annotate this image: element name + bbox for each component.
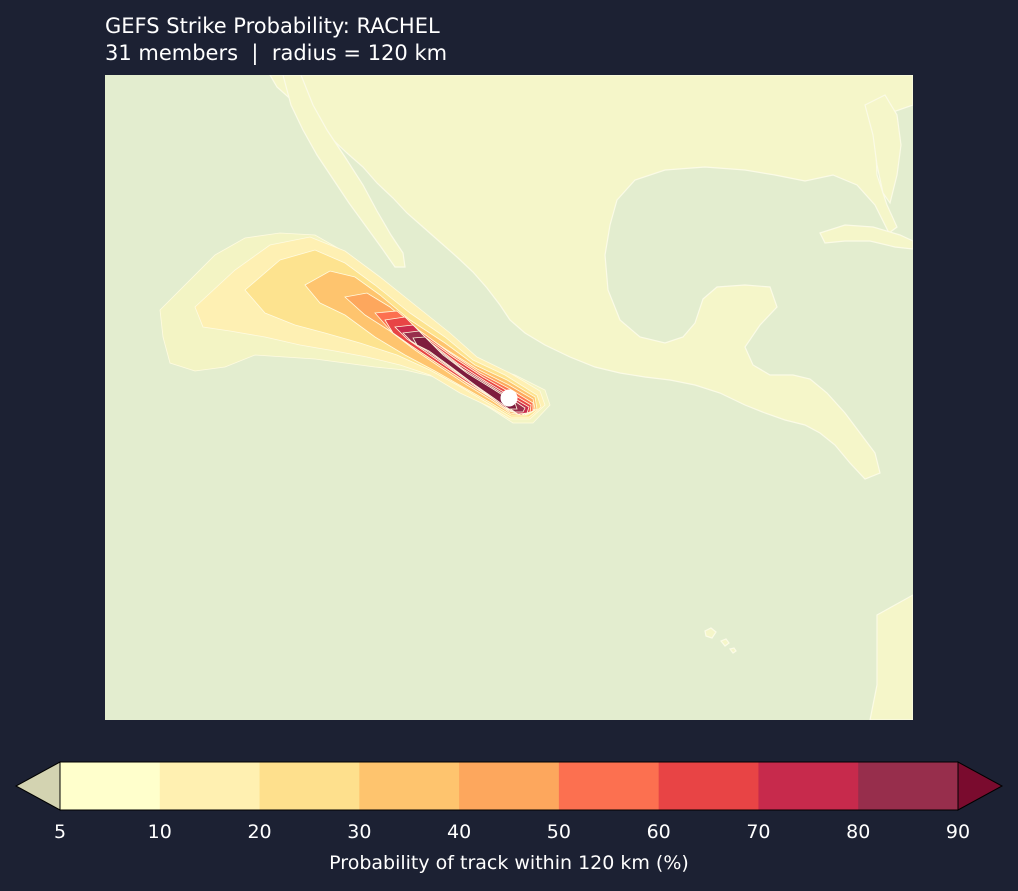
land-galapagos (704, 627, 737, 654)
land (269, 75, 913, 720)
contour-90 (412, 336, 518, 410)
colorbar-tick-10: 10 (147, 821, 172, 843)
colorbar-tick-20: 20 (247, 821, 272, 843)
colorbar (0, 755, 1018, 815)
colorbar-tick-60: 60 (646, 821, 671, 843)
colorbar-tick-30: 30 (347, 821, 372, 843)
colorbar-bin-70-80 (758, 762, 859, 810)
land-south-america (869, 594, 913, 720)
colorbar-bin-10-20 (159, 762, 261, 810)
colorbar-bin-60-70 (658, 762, 759, 810)
colorbar-outline (59, 761, 959, 811)
probability-contours (159, 232, 551, 424)
colorbar-extend-max (957, 761, 1004, 811)
colorbar-bin-80-90 (858, 762, 959, 810)
strike-probability-map (105, 75, 913, 720)
colorbar-bin-40-50 (459, 762, 560, 810)
land-north-america (269, 75, 913, 480)
colorbar-segments (60, 762, 959, 810)
land-cuba (819, 224, 913, 250)
colorbar-tick-5: 5 (53, 821, 67, 843)
storm-position-marker (500, 389, 518, 407)
colorbar-bin-5-10 (60, 762, 161, 810)
colorbar-extend-min (14, 761, 61, 811)
figure-subtitle: 31 members | radius = 120 km (105, 41, 448, 65)
colorbar-bin-20-30 (259, 762, 360, 810)
colorbar-tick-70: 70 (746, 821, 771, 843)
colorbar-tick-50: 50 (546, 821, 571, 843)
colorbar-tick-80: 80 (846, 821, 871, 843)
colorbar-label: Probability of track within 120 km (%) (329, 852, 689, 874)
colorbar-tick-labels: 5 10 20 30 40 50 60 70 80 90 (0, 820, 1018, 844)
colorbar-bin-30-40 (359, 762, 460, 810)
colorbar-tick-40: 40 (447, 821, 472, 843)
land-baja-california (282, 75, 406, 268)
colorbar-bin-50-60 (558, 762, 660, 810)
figure-title: GEFS Strike Probability: RACHEL (105, 14, 440, 38)
colorbar-tick-90: 90 (945, 821, 971, 843)
land-florida (864, 94, 902, 205)
